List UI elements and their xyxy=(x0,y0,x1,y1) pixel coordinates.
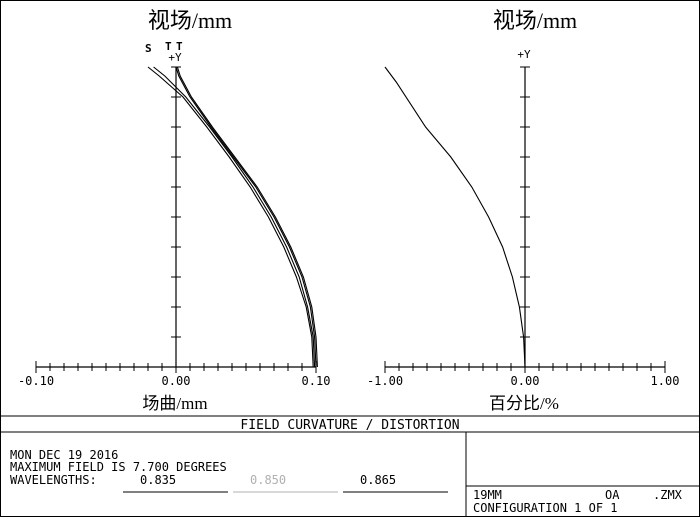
x-tick-label: -0.10 xyxy=(18,374,54,388)
y-axis-label: +Y xyxy=(168,51,182,64)
x-axis-label: 场曲/mm xyxy=(142,394,207,413)
legend-label-t: T xyxy=(176,40,183,53)
x-tick-label: 1.00 xyxy=(651,374,680,388)
series-line xyxy=(384,66,526,368)
wavelength-value: 0.865 xyxy=(360,473,397,487)
wavelength-value: 0.835 xyxy=(140,473,177,487)
series-line xyxy=(153,66,316,368)
x-axis-label: 百分比/% xyxy=(489,394,559,413)
series-line xyxy=(147,66,314,368)
chart-title: 视场/mm xyxy=(148,8,232,33)
distortion-chart: 视场/mm +Y 百分比/% -1.00 0.00 1.00 xyxy=(367,8,680,413)
plot-title: FIELD CURVATURE / DISTORTION xyxy=(240,418,459,433)
legend-label-t: T xyxy=(165,40,172,53)
date-text: MON DEC 19 2016 xyxy=(10,448,119,462)
x-tick-labels: -0.10 0.00 0.10 xyxy=(18,374,331,388)
max-field-text: MAXIMUM FIELD IS 7.700 DEGREES xyxy=(10,460,227,474)
x-tick-label: 0.00 xyxy=(511,374,540,388)
wavelengths-label: WAVELENGTHS: xyxy=(10,473,97,487)
x-tick-labels: -1.00 0.00 1.00 xyxy=(367,374,680,388)
wavelength-value: 0.850 xyxy=(250,473,287,487)
y-axis-label: +Y xyxy=(517,48,531,61)
file-extension: .ZMX xyxy=(653,488,682,502)
x-tick-label: 0.00 xyxy=(162,374,191,388)
axes xyxy=(35,66,317,373)
chart-title: 视场/mm xyxy=(493,8,577,33)
x-tick-label: 0.10 xyxy=(302,374,331,388)
lens-code: OA xyxy=(605,488,620,502)
legend-label-s: S xyxy=(145,42,152,55)
series-line xyxy=(175,66,317,368)
series-line xyxy=(176,66,318,368)
configuration-text: CONFIGURATION 1 OF 1 xyxy=(473,501,618,515)
lens-id: 19MM xyxy=(473,488,502,502)
curves xyxy=(147,66,318,368)
field-curvature-chart: 视场/mm S T T +Y 场曲/mm -0.10 0.00 0.10 xyxy=(18,8,331,413)
x-tick-label: -1.00 xyxy=(367,374,403,388)
axes xyxy=(384,66,666,373)
curves xyxy=(384,66,526,368)
